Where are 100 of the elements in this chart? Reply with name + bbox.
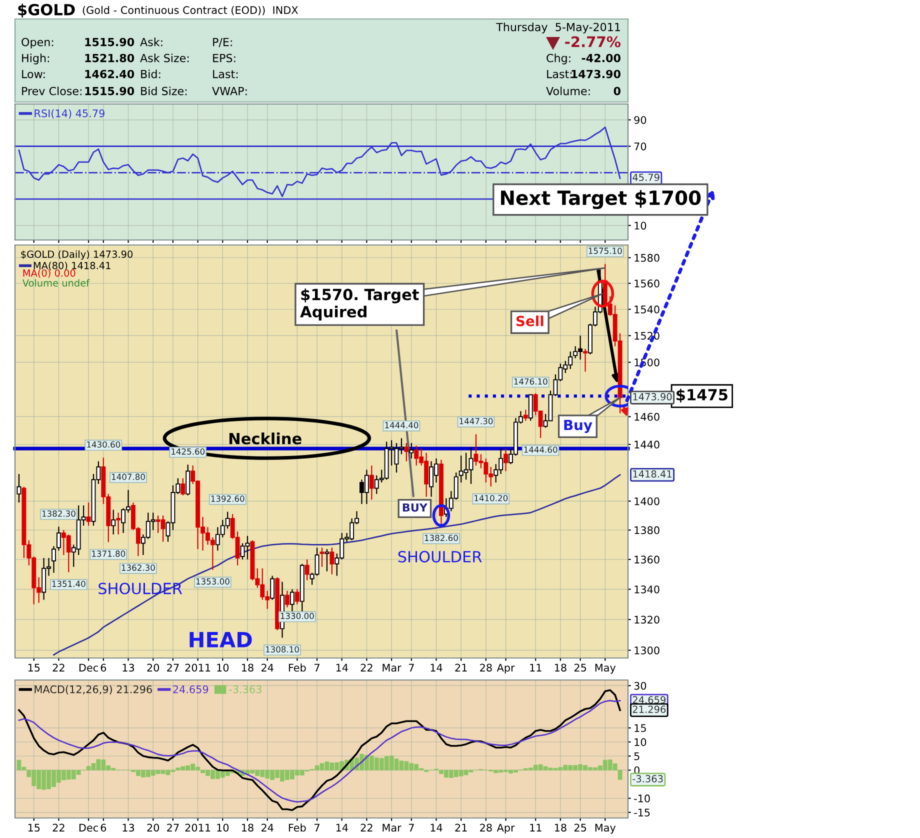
legend-label: -3.363 <box>229 685 262 694</box>
text: P/E: <box>213 38 232 48</box>
x-tick-label: 18 <box>554 824 566 832</box>
legend-label: RSI(14) 45.79 <box>34 109 104 118</box>
annotation: -3.363 <box>632 775 663 782</box>
annotation: 1351.40 <box>52 580 86 587</box>
y-tick-label: 1440 <box>634 440 660 449</box>
x-tick-label: Dec <box>79 824 98 832</box>
text: Prev Close: <box>22 86 82 96</box>
y-tick-label: 15 <box>634 724 646 732</box>
x-tick-label: 22 <box>360 664 372 672</box>
text: Bid Size: <box>141 86 187 96</box>
text: Last: <box>213 70 238 78</box>
x-tick-label: 2011 <box>185 664 210 672</box>
text: -2.77% <box>565 36 621 48</box>
y-tick-label: 1400 <box>634 497 660 506</box>
text: Thursday 5-May-2011 <box>496 22 620 34</box>
x-tick-label: 7 <box>408 664 414 672</box>
annotation: Sell <box>516 316 544 326</box>
annotation: 45.79 <box>632 174 660 182</box>
x-tick-label: 21 <box>455 824 467 832</box>
annotation: BUY <box>402 503 428 512</box>
text: 1473.90 <box>572 70 620 78</box>
x-tick-label: 15 <box>28 824 40 832</box>
annotation: Neckline <box>229 432 302 444</box>
y-tick-label: 10 <box>634 222 646 230</box>
y-tick-label: 1460 <box>634 412 660 421</box>
y-tick-label: 30 <box>634 682 646 690</box>
annotation: Next Target $1700 <box>501 190 701 210</box>
x-tick-label: 7 <box>314 824 320 832</box>
text: 1418.41 <box>633 470 672 478</box>
text: $GOLD <box>18 4 75 18</box>
x-tick-label: 14 <box>336 664 348 672</box>
x-tick-label: Feb <box>288 664 306 672</box>
x-tick-label: 28 <box>480 664 492 672</box>
y-tick-label: -15 <box>634 808 650 816</box>
annotation: 1447.30 <box>460 418 493 424</box>
text: VWAP: <box>212 86 247 96</box>
ref-line-label: $1475 <box>676 388 728 403</box>
legend-title: $GOLD (Daily) 1473.90 <box>21 250 133 260</box>
text: 1515.90 <box>85 38 134 46</box>
x-tick-label: 6 <box>100 664 106 672</box>
y-tick-label: 90 <box>634 116 646 124</box>
x-tick-label: 22 <box>360 824 372 832</box>
x-tick-label: 18 <box>242 664 254 672</box>
text: 0 <box>614 86 620 96</box>
x-tick-label: 14 <box>430 824 442 832</box>
x-tick-label: 18 <box>242 824 254 832</box>
x-tick-label: 11 <box>530 824 542 832</box>
x-tick-label: May <box>595 824 616 834</box>
annotation: 1382.60 <box>424 534 458 542</box>
annotation: 1382.30 <box>42 510 76 517</box>
text: 1473.90 <box>633 393 672 400</box>
x-tick-label: 21 <box>455 664 467 672</box>
annotation: 1362.30 <box>122 564 155 571</box>
x-tick-label: 25 <box>574 824 586 832</box>
annotation: 1330.00 <box>280 612 314 620</box>
y-tick-label: 5 <box>634 752 640 760</box>
legend-label: 24.659 <box>173 685 208 694</box>
x-tick-label: 7 <box>314 664 320 672</box>
y-tick-label: 70 <box>634 142 646 150</box>
x-tick-label: 11 <box>530 664 542 672</box>
annotation: 1392.60 <box>211 496 244 502</box>
x-tick-label: 7 <box>408 824 414 832</box>
x-tick-label: 22 <box>52 824 64 832</box>
x-tick-label: 20 <box>147 824 160 832</box>
text: -42.00 <box>582 54 620 62</box>
y-tick-label: 1560 <box>634 280 660 288</box>
text: 1521.80 <box>85 54 134 62</box>
annotation: 1407.80 <box>112 474 145 480</box>
x-tick-label: 18 <box>554 664 566 672</box>
annotation: 1444.60 <box>524 446 558 453</box>
annotation: 1371.80 <box>92 550 126 557</box>
x-tick-label: 6 <box>100 824 106 832</box>
annotation: SHOULDER <box>398 550 482 562</box>
y-tick-label: 1340 <box>634 585 660 594</box>
annotation: 1353.00 <box>196 578 230 585</box>
y-tick-label: -10 <box>634 794 650 802</box>
y-tick-label: 1360 <box>634 556 660 564</box>
x-tick-label: Apr <box>496 664 515 674</box>
x-tick-label: 24 <box>261 824 274 832</box>
x-tick-label: 22 <box>52 664 64 672</box>
y-tick-label: 1580 <box>634 254 660 262</box>
legend-label: MA(80) 1418.41 <box>34 262 110 270</box>
x-tick-label: 15 <box>28 664 40 672</box>
x-tick-label: 10 <box>217 664 229 672</box>
x-tick-label: 10 <box>217 824 229 832</box>
x-tick-label: Mar <box>382 664 402 672</box>
text: High: <box>22 54 49 64</box>
x-tick-label: 14 <box>336 824 348 832</box>
annotation: 1444.40 <box>385 422 418 428</box>
x-tick-label: 28 <box>480 824 492 832</box>
y-tick-label: 1540 <box>634 306 660 314</box>
text: Volume: <box>546 86 590 96</box>
annotation: HEAD <box>190 632 252 648</box>
x-tick-label: Mar <box>382 824 402 832</box>
x-tick-label: 20 <box>147 664 160 672</box>
x-tick-label: 27 <box>167 664 179 672</box>
x-tick-label: May <box>595 664 616 674</box>
text: EPS: <box>213 54 236 62</box>
